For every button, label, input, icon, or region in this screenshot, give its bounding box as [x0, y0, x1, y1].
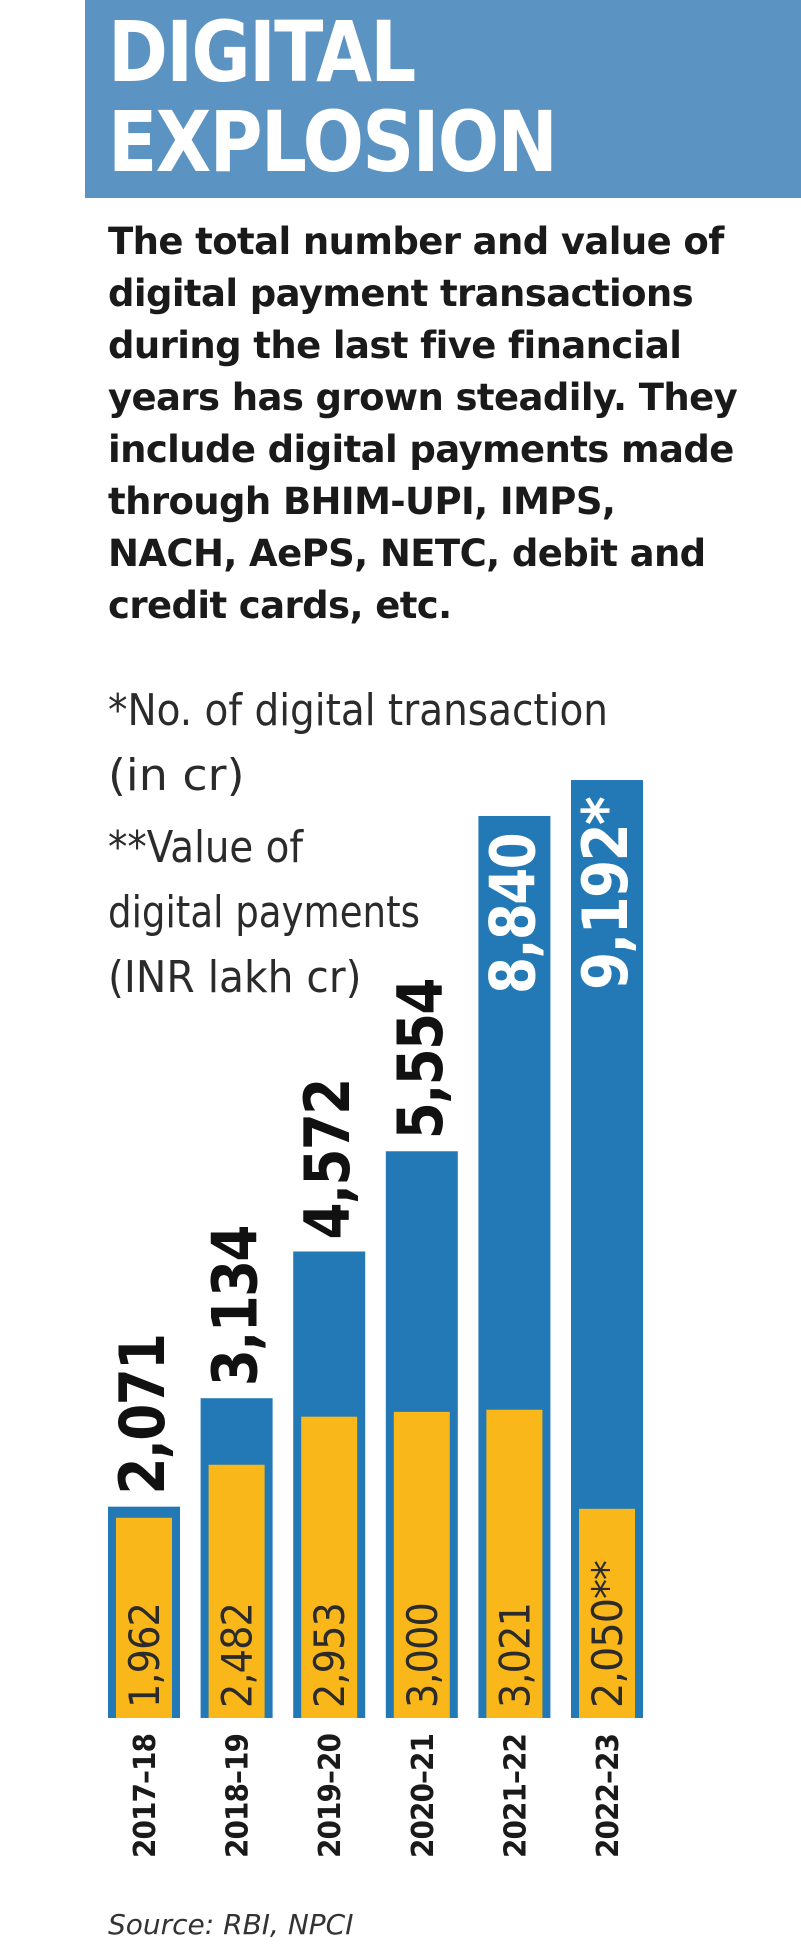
- bars: [108, 780, 643, 1718]
- category-2017–18: 2017–18: [128, 1734, 163, 1858]
- label-value-2018–19: 2,482: [213, 1603, 262, 1708]
- title-line-2: EXPLOSION: [108, 93, 558, 191]
- label-transactions-2022–23: 9,192*: [569, 797, 642, 990]
- bar-value-2018–19: [208, 1464, 265, 1718]
- label-value-2021–22: 3,021: [490, 1603, 539, 1708]
- label-value-2017–18: 1,962: [120, 1603, 169, 1708]
- legend-line-5: (INR lakh cr): [108, 952, 362, 1003]
- bar-value-2021–22: [486, 1409, 543, 1718]
- title-line-1: DIGITAL: [108, 3, 416, 101]
- category-2018–19: 2018–19: [221, 1734, 256, 1858]
- category-2019–20: 2019–20: [313, 1734, 348, 1858]
- header: DIGITAL EXPLOSION: [0, 0, 801, 200]
- legend-line-3: **Value of: [108, 822, 304, 873]
- category-labels: 2017–18 2018–19 2019–20 2020–21 2021–22 2022–…: [128, 1734, 626, 1858]
- bar-value-2022–23: [579, 1508, 635, 1718]
- category-2020–21: 2020–21: [406, 1734, 441, 1858]
- label-value-2019–20: 2,953: [305, 1603, 354, 1708]
- bar-value-2020–21: [393, 1411, 450, 1718]
- label-transactions-2018–19: 3,134: [199, 1226, 272, 1386]
- label-value-2022–23: 2,050**: [583, 1561, 632, 1708]
- legend-line-4: digital payments: [108, 887, 420, 938]
- legend: *No. of digital transaction (in cr) **Valu…: [108, 685, 608, 1003]
- title-band: [85, 0, 801, 198]
- bar-value-2019–20: [301, 1416, 358, 1718]
- label-transactions-2021–22: 8,840: [476, 834, 549, 994]
- label-transactions-2019–20: 4,572: [291, 1079, 364, 1239]
- category-2021–22: 2021–22: [498, 1734, 533, 1858]
- source-note: Source: RBI, NPCI: [108, 1908, 354, 1941]
- label-transactions-2017–18: 2,071: [106, 1335, 179, 1495]
- legend-line-2: (in cr): [108, 750, 245, 801]
- data-labels: 2,071 1,962 3,134 2,482 4,572 2,953 5,554 3,000…: [106, 797, 642, 1708]
- bar-value-2017–18: [116, 1517, 172, 1718]
- label-transactions-2020–21: 5,554: [384, 979, 457, 1139]
- legend-line-1: *No. of digital transaction: [108, 685, 608, 736]
- category-2022–23: 2022–23: [591, 1734, 626, 1858]
- subtitle: The total number and value of digital pa…: [108, 220, 738, 627]
- label-value-2020–21: 3,000: [398, 1603, 447, 1708]
